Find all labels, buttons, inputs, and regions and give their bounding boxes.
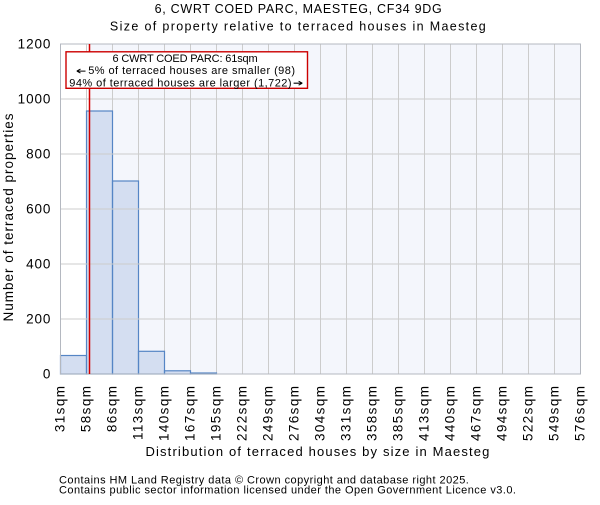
svg-text:1000: 1000 [18,92,52,107]
svg-text:86sqm: 86sqm [104,385,119,433]
svg-text:304sqm: 304sqm [312,385,327,441]
svg-text:440sqm: 440sqm [442,385,457,441]
svg-text:Distribution of terraced house: Distribution of terraced houses by size … [145,444,490,459]
svg-text:800: 800 [26,147,51,162]
svg-text:140sqm: 140sqm [156,385,171,441]
svg-text:195sqm: 195sqm [208,385,223,441]
svg-text:358sqm: 358sqm [364,385,379,441]
svg-text:113sqm: 113sqm [130,385,145,440]
svg-text:385sqm: 385sqm [390,385,405,441]
svg-text:Size of property relative to t: Size of property relative to terraced ho… [110,20,487,34]
svg-text:413sqm: 413sqm [416,385,431,441]
svg-text:1200: 1200 [18,37,52,52]
svg-text:467sqm: 467sqm [468,385,483,441]
svg-text:222sqm: 222sqm [234,385,249,441]
svg-text:Contains public sector informa: Contains public sector information licen… [59,484,516,496]
svg-text:0: 0 [43,367,51,382]
svg-text:494sqm: 494sqm [494,385,509,441]
svg-text:276sqm: 276sqm [286,385,301,441]
svg-text:331sqm: 331sqm [338,385,353,441]
svg-text:576sqm: 576sqm [572,385,587,441]
svg-text:200: 200 [26,312,51,327]
svg-text:6, CWRT COED PARC, MAESTEG, CF: 6, CWRT COED PARC, MAESTEG, CF34 9DG [155,2,443,16]
svg-text:400: 400 [26,257,51,272]
svg-text:167sqm: 167sqm [182,385,197,441]
svg-text:Number of terraced properties: Number of terraced properties [1,112,16,321]
svg-text:Contains HM Land Registry data: Contains HM Land Registry data © Crown c… [59,474,469,486]
svg-text:249sqm: 249sqm [260,385,275,441]
svg-text:5% of terraced houses are smal: 5% of terraced houses are smaller (98) [88,65,295,77]
svg-text:549sqm: 549sqm [546,385,561,441]
svg-text:58sqm: 58sqm [78,385,93,433]
svg-text:600: 600 [26,202,51,217]
svg-text:31sqm: 31sqm [52,385,67,433]
svg-text:6 CWRT COED PARC: 61sqm: 6 CWRT COED PARC: 61sqm [112,53,257,65]
svg-text:522sqm: 522sqm [520,385,535,441]
svg-text:94% of terraced houses are lar: 94% of terraced houses are larger (1,722… [69,77,292,89]
